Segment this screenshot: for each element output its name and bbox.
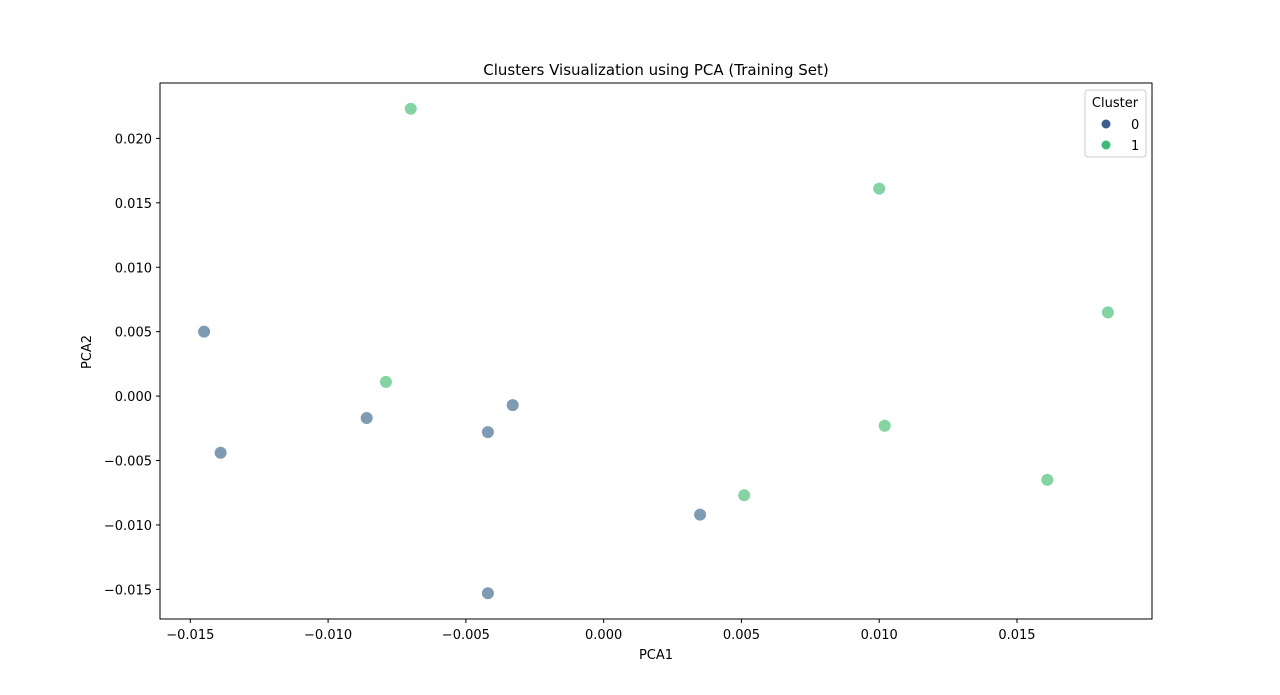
y-tick-label: −0.010 — [104, 519, 152, 534]
chart-title: Clusters Visualization using PCA (Traini… — [483, 61, 828, 79]
y-tick-label: −0.005 — [104, 455, 152, 470]
x-tick-label: 0.015 — [998, 628, 1035, 643]
x-tick-label: −0.010 — [304, 628, 352, 643]
data-point — [872, 181, 887, 196]
data-point — [737, 488, 752, 503]
y-tick-label: 0.015 — [115, 197, 152, 212]
y-axis-title: PCA2 — [80, 335, 95, 369]
legend-marker — [1101, 119, 1111, 129]
x-tick-label: −0.015 — [166, 628, 214, 643]
legend-marker — [1101, 140, 1111, 150]
data-point — [378, 374, 393, 389]
plot-frame — [159, 82, 1153, 620]
data-point — [1100, 305, 1115, 320]
data-point — [359, 411, 374, 425]
data-point — [403, 101, 418, 116]
y-tick-label: 0.000 — [115, 390, 152, 405]
legend: Cluster 0 1 — [1084, 89, 1147, 158]
legend-box — [1084, 89, 1147, 158]
legend-label: 0 — [1131, 118, 1139, 133]
y-tick-label: 0.010 — [115, 261, 152, 276]
data-point — [877, 418, 892, 433]
y-tick-label: −0.015 — [104, 583, 152, 598]
y-tick-label: 0.020 — [115, 132, 152, 147]
data-point — [1040, 472, 1055, 487]
data-point — [213, 445, 228, 460]
x-tick-label: −0.005 — [442, 628, 490, 643]
x-tick-label: 0.005 — [723, 628, 760, 643]
data-point — [197, 324, 212, 339]
x-tick-label: 0.010 — [861, 628, 898, 643]
y-tick-label: 0.005 — [115, 326, 152, 341]
x-axis-title: PCA1 — [639, 648, 673, 663]
data-point — [693, 507, 708, 522]
legend-title: Cluster — [1092, 96, 1139, 111]
data-point — [505, 398, 520, 413]
x-tick-label: 0.000 — [585, 628, 622, 643]
data-point — [480, 586, 495, 601]
legend-label: 1 — [1131, 139, 1139, 154]
plot-area: −0.015 −0.010 −0.005 0.000 0.005 0.010 0.015 −0… — [104, 82, 1153, 643]
data-point — [480, 425, 495, 440]
